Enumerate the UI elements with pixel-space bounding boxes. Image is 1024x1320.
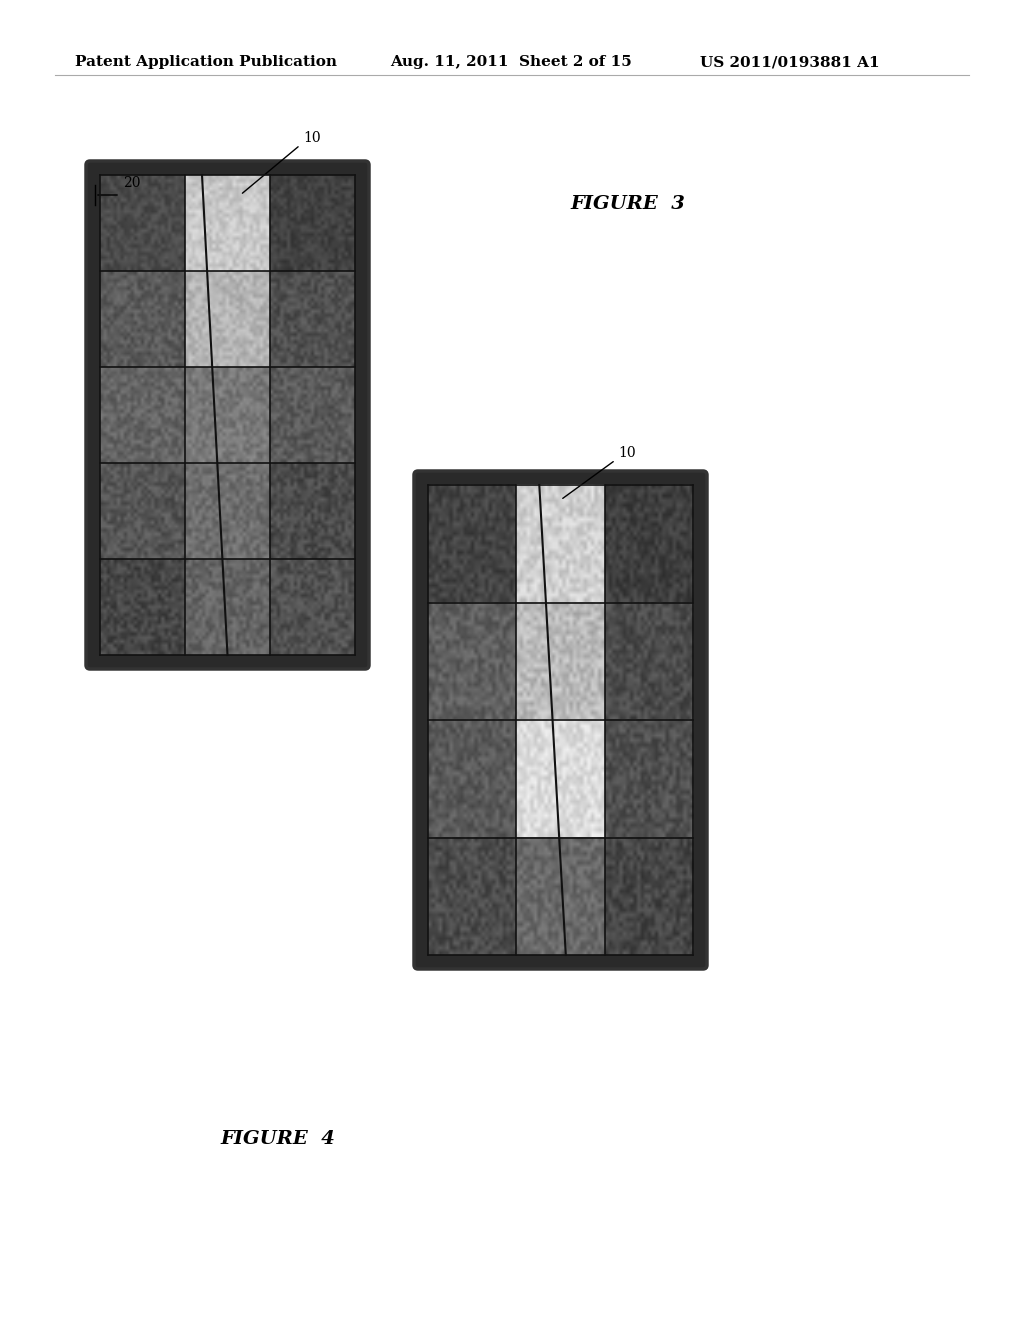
- FancyBboxPatch shape: [414, 471, 707, 969]
- Text: US 2011/0193881 A1: US 2011/0193881 A1: [700, 55, 880, 69]
- Text: 10: 10: [618, 446, 636, 459]
- Text: Patent Application Publication: Patent Application Publication: [75, 55, 337, 69]
- Text: FIGURE  4: FIGURE 4: [220, 1130, 335, 1148]
- Text: 20: 20: [123, 176, 140, 190]
- Bar: [100, 176, 355, 655]
- Bar: [428, 484, 693, 954]
- Text: 10: 10: [303, 131, 321, 145]
- FancyBboxPatch shape: [86, 161, 369, 669]
- Text: Aug. 11, 2011  Sheet 2 of 15: Aug. 11, 2011 Sheet 2 of 15: [390, 55, 632, 69]
- Text: FIGURE  3: FIGURE 3: [570, 195, 685, 213]
